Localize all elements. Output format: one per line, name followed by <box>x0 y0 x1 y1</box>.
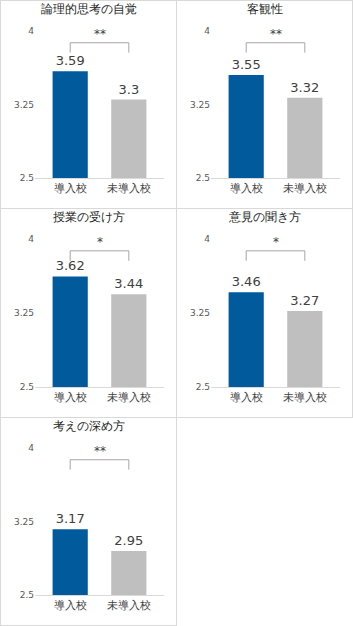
svg-text:3.27: 3.27 <box>290 293 319 308</box>
svg-text:未導入校: 未導入校 <box>107 182 151 195</box>
svg-text:導入校: 導入校 <box>54 599 87 612</box>
svg-text:2.5: 2.5 <box>20 173 34 183</box>
svg-text:2.5: 2.5 <box>196 382 210 392</box>
svg-text:考えの深め方: 考えの深め方 <box>53 419 125 433</box>
svg-text:*: * <box>273 235 279 249</box>
svg-text:未導入校: 未導入校 <box>283 391 327 404</box>
svg-text:未導入校: 未導入校 <box>107 391 151 404</box>
svg-text:**: ** <box>94 27 106 41</box>
svg-text:論理的思考の自覚: 論理的思考の自覚 <box>41 2 137 16</box>
svg-text:意見の聞き方: 意見の聞き方 <box>228 210 301 224</box>
svg-text:未導入校: 未導入校 <box>107 599 151 612</box>
svg-text:**: ** <box>270 27 282 41</box>
svg-text:3.25: 3.25 <box>14 100 34 110</box>
svg-text:**: ** <box>94 444 106 458</box>
svg-text:4: 4 <box>28 26 34 36</box>
svg-text:4: 4 <box>204 26 210 36</box>
svg-text:4: 4 <box>204 234 210 244</box>
svg-text:導入校: 導入校 <box>230 391 263 404</box>
svg-text:3.62: 3.62 <box>56 258 85 273</box>
svg-text:2.5: 2.5 <box>20 382 34 392</box>
svg-text:2.5: 2.5 <box>196 173 210 183</box>
svg-text:3.59: 3.59 <box>56 53 85 68</box>
svg-text:3.17: 3.17 <box>56 511 85 526</box>
svg-text:3.25: 3.25 <box>190 100 210 110</box>
svg-text:客観性: 客観性 <box>247 2 283 16</box>
svg-text:3.46: 3.46 <box>232 274 261 289</box>
svg-text:3.3: 3.3 <box>118 82 139 97</box>
svg-text:2.5: 2.5 <box>20 590 34 600</box>
svg-text:4: 4 <box>28 234 34 244</box>
svg-text:導入校: 導入校 <box>54 391 87 404</box>
svg-text:3.25: 3.25 <box>14 517 34 527</box>
svg-text:授業の受け方: 授業の受け方 <box>53 210 125 224</box>
svg-text:未導入校: 未導入校 <box>283 182 327 195</box>
svg-text:4: 4 <box>28 443 34 453</box>
svg-text:3.55: 3.55 <box>232 57 261 72</box>
svg-text:導入校: 導入校 <box>230 182 263 195</box>
svg-text:*: * <box>97 235 103 249</box>
svg-text:3.32: 3.32 <box>290 80 319 95</box>
svg-text:3.25: 3.25 <box>190 308 210 318</box>
svg-text:導入校: 導入校 <box>54 182 87 195</box>
svg-text:2.95: 2.95 <box>114 533 143 548</box>
svg-text:3.44: 3.44 <box>114 276 143 291</box>
svg-text:3.25: 3.25 <box>14 308 34 318</box>
